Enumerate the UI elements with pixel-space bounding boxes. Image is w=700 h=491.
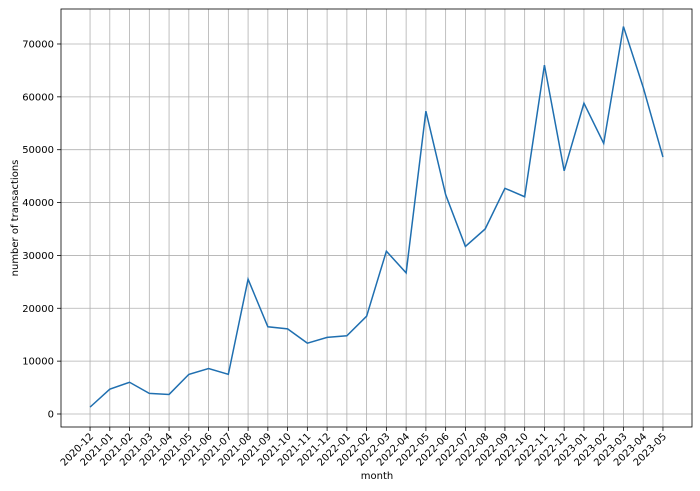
y-tick-label: 40000 xyxy=(22,198,54,209)
x-axis-label: month xyxy=(361,471,393,482)
plot-frame xyxy=(60,8,693,428)
y-tick-label: 70000 xyxy=(22,39,54,50)
y-tick-label: 50000 xyxy=(22,145,54,156)
y-tick-label: 20000 xyxy=(22,304,54,315)
y-tick-label: 10000 xyxy=(22,357,54,368)
line xyxy=(89,26,664,408)
y-tick-label: 0 xyxy=(48,409,54,420)
y-axis-label: number of transactions xyxy=(10,160,21,277)
y-tick-label: 30000 xyxy=(22,251,54,262)
y-tick-label: 60000 xyxy=(22,92,54,103)
